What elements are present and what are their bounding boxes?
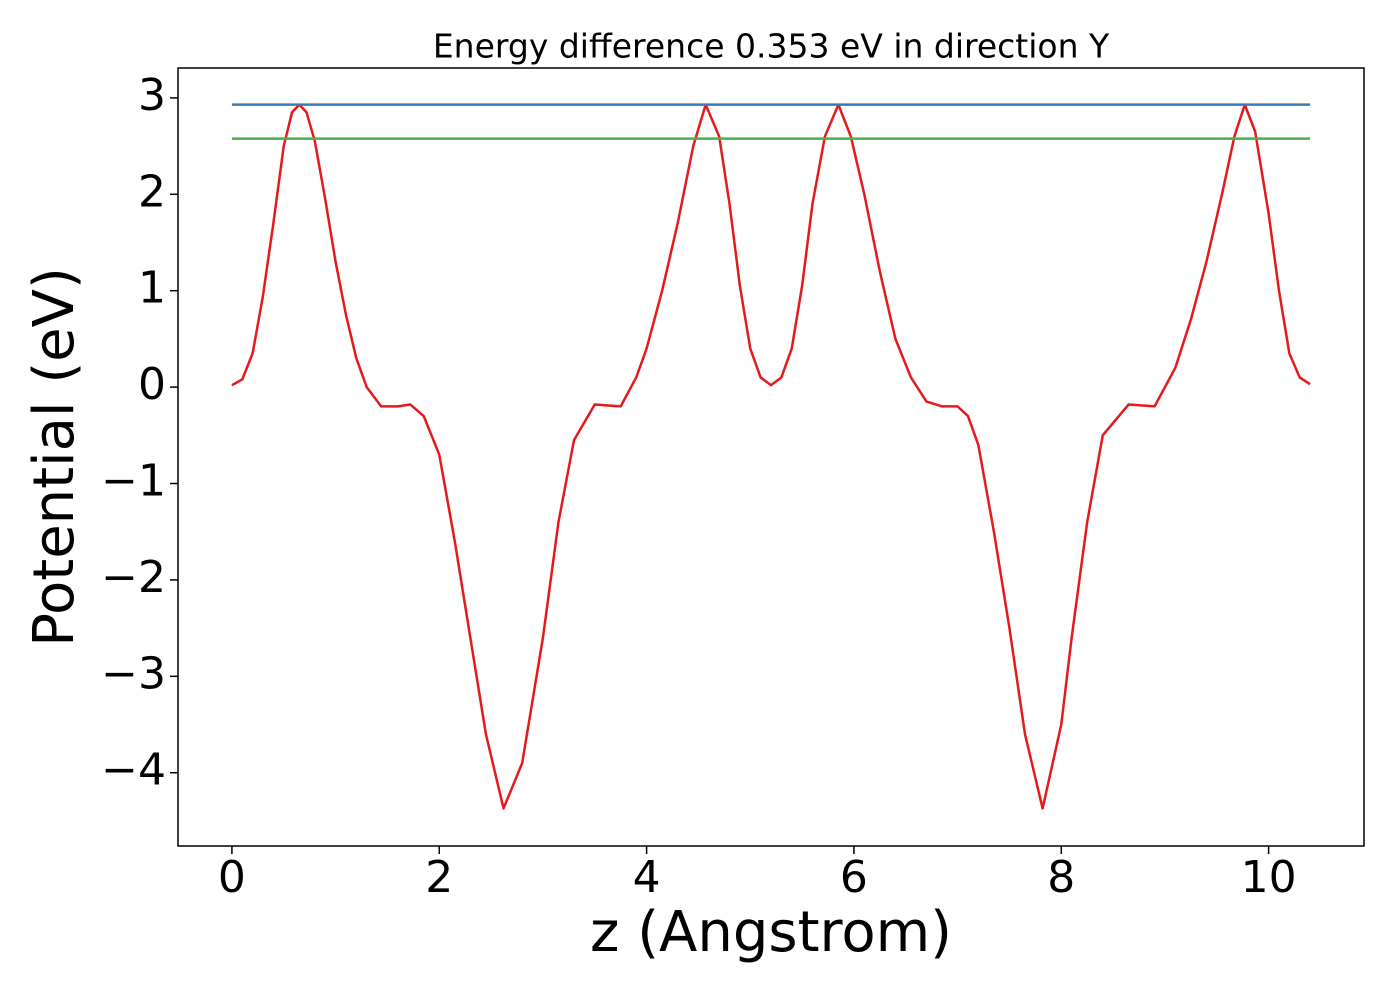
x-axis-label: z (Angstrom) — [590, 900, 952, 965]
y-tick-label: −1 — [101, 456, 166, 507]
y-tick-label: 3 — [138, 70, 166, 121]
y-tick-label: 2 — [138, 166, 166, 217]
x-tick-label: 4 — [633, 852, 661, 903]
y-tick-label: 0 — [138, 359, 166, 410]
chart-title: Energy difference 0.353 eV in direction … — [433, 27, 1110, 66]
x-tick-label: 0 — [218, 852, 246, 903]
x-tick-label: 8 — [1047, 852, 1075, 903]
y-tick-label: −4 — [101, 745, 166, 796]
x-tick-label: 10 — [1241, 852, 1297, 903]
y-axis-label: Potential (eV) — [22, 267, 87, 647]
y-tick-label: −3 — [101, 648, 166, 699]
series-line — [231, 103, 1311, 810]
y-tick-label: 1 — [138, 263, 166, 314]
plot-frame — [177, 67, 1365, 847]
x-tick-label: 6 — [840, 852, 868, 903]
x-tick-label: 2 — [425, 852, 453, 903]
y-tick-label: −2 — [101, 552, 166, 603]
